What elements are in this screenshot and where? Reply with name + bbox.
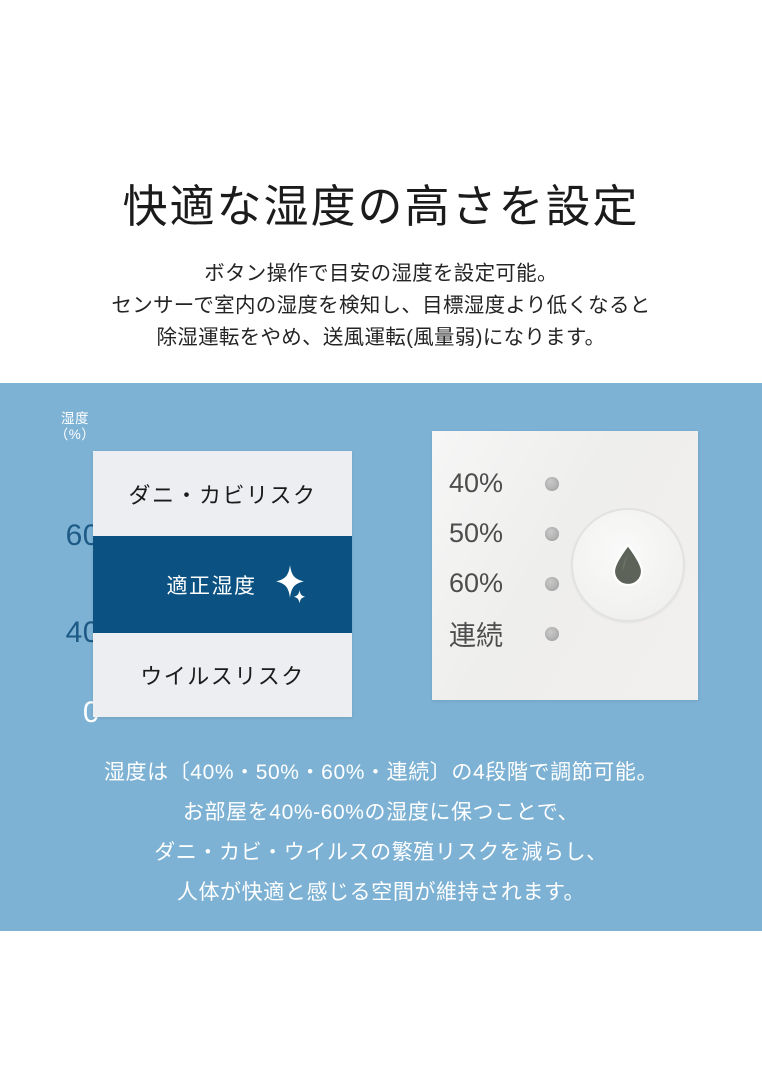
mode-led-40-icon	[545, 476, 559, 491]
chart-band-virus-risk: ウイルスリスク	[93, 633, 352, 717]
page-title: 快適な湿度の高さを設定	[122, 181, 640, 232]
mode-label-50: 50%	[449, 518, 504, 548]
chart-plot-area: ダニ・カビリスク 適正湿度 ウイルスリスク	[93, 451, 352, 717]
chart-band-label-optimal-humidity: 適正湿度	[166, 574, 257, 598]
y-axis-unit-label: （%）	[54, 427, 96, 442]
subtitle-block: ボタン操作で目安の湿度を設定可能。 センサーで室内の湿度を検知し、目標湿度より低…	[0, 258, 762, 354]
mode-row-50[interactable]: 50%	[449, 511, 577, 556]
chart-band-label-mold-risk: ダニ・カビリスク	[128, 482, 317, 508]
mode-label-40: 40%	[449, 468, 504, 498]
chart-band-mold-risk: ダニ・カビリスク	[93, 451, 352, 536]
y-axis-tick-60: 60	[65, 519, 100, 552]
header-section: 快適な湿度の高さを設定 ボタン操作で目安の湿度を設定可能。 センサーで室内の湿度…	[0, 0, 762, 383]
subtitle-line-3: 除湿運転をやめ、送風運転(風量弱)になります。	[156, 326, 606, 349]
subtitle-line-2: センサーで室内の湿度を検知し、目標湿度より低くなると	[111, 294, 651, 317]
y-axis-tick-40: 40	[65, 616, 100, 649]
mode-row-continuous[interactable]: 連続	[449, 611, 577, 656]
footer-line-3: ダニ・カビ・ウイルスの繁殖リスクを減らし、	[154, 841, 608, 864]
mode-row-40[interactable]: 40%	[449, 461, 577, 506]
sparkle-icon	[265, 563, 307, 607]
mode-label-continuous: 連続	[449, 621, 503, 651]
y-axis-tick-0: 0	[82, 696, 100, 729]
y-axis-title-label: 湿度	[61, 411, 89, 426]
footer-text-block: 湿度は〔40%・50%・60%・連続〕の4段階で調節可能。 お部屋を40%-60…	[0, 753, 762, 913]
humidity-dial-button[interactable]	[571, 508, 685, 622]
footer-line-2: お部屋を40%-60%の湿度に保つことで、	[182, 801, 580, 824]
subtitle-line-1: ボタン操作で目安の湿度を設定可能。	[204, 262, 558, 285]
mode-row-60[interactable]: 60%	[449, 561, 577, 606]
water-droplet-icon	[612, 543, 644, 587]
chart-band-optimal-humidity: 適正湿度	[93, 536, 352, 633]
humidity-mode-list: 40% 50% 60% 連続	[449, 461, 577, 661]
feature-section: 湿度 （%） 60 40 0 ダニ・カビリスク 適正湿度	[0, 383, 762, 931]
footer-line-4: 人体が快適と感じる空間が維持されます。	[176, 881, 586, 904]
y-axis-title: 湿度 （%）	[44, 411, 106, 443]
humidity-control-panel: 40% 50% 60% 連続	[432, 431, 698, 700]
chart-band-label-virus-risk: ウイルスリスク	[140, 664, 305, 689]
mode-led-continuous-icon	[545, 626, 559, 641]
mode-led-50-icon	[545, 526, 559, 541]
footer-line-1: 湿度は〔40%・50%・60%・連続〕の4段階で調節可能。	[103, 761, 659, 784]
mode-led-60-icon	[545, 576, 559, 591]
humidity-chart: 湿度 （%） 60 40 0 ダニ・カビリスク 適正湿度	[30, 403, 360, 733]
mode-label-60: 60%	[449, 568, 504, 598]
